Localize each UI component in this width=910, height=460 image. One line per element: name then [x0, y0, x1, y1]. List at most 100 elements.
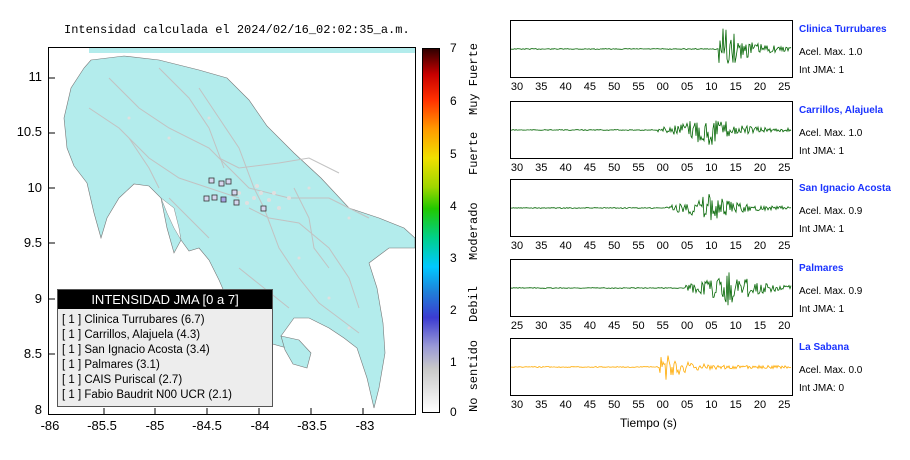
- max-acceleration: Acel. Max. 0.9: [799, 286, 863, 297]
- legend-row: [ 1 ] Fabio Baudrit N00 UCR (2.1): [62, 389, 233, 401]
- map-ytick: 10: [27, 180, 42, 195]
- legend-row: [ 1 ] Palmares (3.1): [62, 359, 160, 371]
- colorbar-tick: 5: [450, 147, 457, 161]
- time-tick-label: 20: [753, 162, 767, 174]
- time-tick-label: 00: [656, 399, 669, 411]
- jma-intensity: Int JMA: 0: [799, 383, 845, 394]
- waveform-panel[interactable]: [510, 101, 793, 159]
- waveform-panel[interactable]: [510, 20, 793, 78]
- time-tick-label: 55: [632, 81, 645, 93]
- legend-row: [ 1 ] Clinica Turrubares (6.7): [62, 314, 205, 326]
- time-tick-label: 05: [680, 81, 694, 93]
- colorbar-label: Moderado: [467, 202, 481, 260]
- time-tick-label: 05: [680, 162, 694, 174]
- map-title: Intensidad calculada el 2024/02/16_02:02…: [64, 23, 410, 37]
- time-tick-label: 10: [705, 240, 718, 252]
- waveform-panel[interactable]: [510, 179, 793, 237]
- time-tick-label: 30: [510, 81, 524, 93]
- waveform-trace: [511, 28, 792, 64]
- time-axis-label: Tiempo (s): [620, 416, 677, 430]
- time-tick-label: 45: [608, 320, 621, 332]
- station-name[interactable]: Clinica Turrubares: [799, 24, 887, 35]
- time-tick-label: 10: [705, 81, 718, 93]
- time-tick-label: 50: [608, 81, 621, 93]
- time-tick-label: 00: [656, 81, 669, 93]
- time-tick-label: 30: [510, 399, 524, 411]
- max-acceleration: Acel. Max. 1.0: [799, 128, 863, 139]
- colorbar-tick: 0: [450, 405, 457, 419]
- waveform-trace: [511, 272, 792, 306]
- station-name[interactable]: La Sabana: [799, 342, 850, 353]
- time-tick-label: 35: [535, 81, 548, 93]
- time-tick-label: 15: [729, 399, 742, 411]
- map-ytick: 11: [28, 69, 43, 84]
- map-xtick: -85.5: [87, 418, 117, 433]
- time-tick-label: 25: [510, 320, 524, 332]
- waveform-panel[interactable]: [510, 338, 793, 396]
- time-tick-label: 30: [510, 240, 524, 252]
- time-tick-label: 15: [729, 240, 742, 252]
- map-ytick: 9: [34, 291, 42, 306]
- map-ytick: 8.5: [23, 346, 42, 361]
- map-xtick: -86: [40, 418, 60, 433]
- map-xtick: -83: [355, 418, 375, 433]
- time-tick-label: 35: [535, 240, 548, 252]
- station-name[interactable]: San Ignacio Acosta: [799, 183, 891, 194]
- time-tick-label: 55: [632, 240, 645, 252]
- waveform-trace: [511, 193, 792, 221]
- time-tick-label: 35: [535, 162, 548, 174]
- time-tick-label: 40: [559, 399, 572, 411]
- time-tick-label: 25: [778, 81, 791, 93]
- time-tick-label: 15: [753, 320, 767, 332]
- time-tick-label: 40: [559, 162, 572, 174]
- colorbar-label: Muy Fuerte: [467, 42, 481, 115]
- map-ytick: 8: [34, 402, 42, 417]
- jma-intensity: Int JMA: 1: [799, 65, 845, 76]
- waveform-trace: [511, 355, 792, 380]
- time-tick-label: 00: [656, 162, 669, 174]
- time-tick-label: 40: [559, 81, 572, 93]
- waveform-panel[interactable]: [510, 259, 793, 317]
- time-tick-label: 15: [729, 81, 742, 93]
- time-tick-label: 00: [656, 240, 669, 252]
- time-tick-label: 05: [680, 399, 694, 411]
- time-tick-label: 35: [535, 399, 548, 411]
- time-tick-label: 30: [510, 162, 524, 174]
- time-tick-label: 10: [705, 399, 718, 411]
- time-tick-label: 05: [705, 320, 718, 332]
- time-tick-label: 10: [729, 320, 742, 332]
- map-xtick: -84: [250, 418, 270, 433]
- time-tick-label: 20: [753, 240, 767, 252]
- jma-intensity: Int JMA: 1: [799, 224, 845, 235]
- colorbar-label: Debil: [467, 285, 481, 322]
- colorbar-tick: 6: [450, 94, 457, 108]
- max-acceleration: Acel. Max. 0.0: [799, 365, 863, 376]
- time-tick-label: 05: [680, 240, 694, 252]
- time-tick-label: 55: [632, 162, 645, 174]
- map-ytick: 9.5: [23, 235, 42, 250]
- time-tick-label: 25: [778, 240, 791, 252]
- station-name[interactable]: Carrillos, Alajuela: [799, 105, 884, 116]
- time-tick-label: 30: [535, 320, 548, 332]
- time-tick-label: 40: [583, 320, 597, 332]
- max-acceleration: Acel. Max. 0.9: [799, 206, 863, 217]
- jma-intensity: Int JMA: 1: [799, 304, 845, 315]
- intensity-legend: INTENSIDAD JMA [0 a 7] [ 1 ] Clinica Tur…: [57, 289, 273, 407]
- time-tick-label: 50: [608, 162, 621, 174]
- time-tick-label: 25: [778, 162, 791, 174]
- time-tick-label: 45: [583, 81, 597, 93]
- map-xtick: -85: [145, 418, 165, 433]
- jma-intensity: Int JMA: 1: [799, 146, 845, 157]
- map-xtick: -84.5: [192, 418, 222, 433]
- time-tick-label: 55: [632, 399, 645, 411]
- time-tick-label: 20: [753, 399, 767, 411]
- map-ytick: 10.5: [16, 124, 42, 139]
- time-tick-label: 20: [753, 81, 767, 93]
- max-acceleration: Acel. Max. 1.0: [799, 47, 863, 58]
- colorbar-tick: 7: [450, 41, 457, 55]
- time-tick-label: 50: [608, 399, 621, 411]
- colorbar-tick: 2: [450, 303, 457, 317]
- time-tick-label: 35: [559, 320, 572, 332]
- time-tick-label: 15: [729, 162, 742, 174]
- station-name[interactable]: Palmares: [799, 263, 844, 274]
